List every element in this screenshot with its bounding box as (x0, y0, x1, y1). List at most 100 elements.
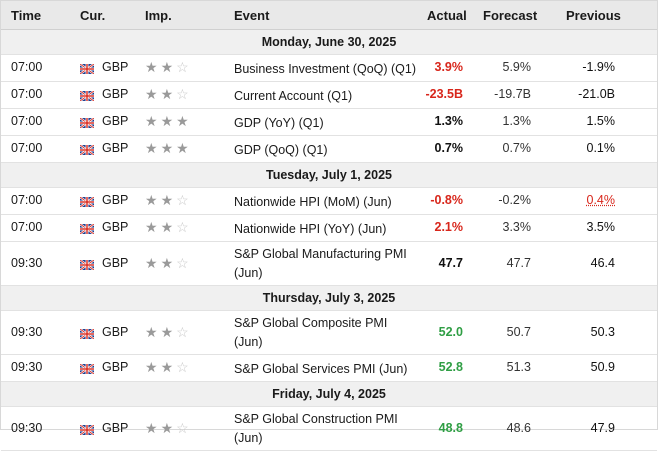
table-row[interactable]: 09:30 GBP ★★☆ S&P Global Services PMI (Jun)… (1, 355, 657, 382)
actual-value: 0.7% (434, 141, 464, 155)
importance-stars: ★★☆ (145, 324, 192, 341)
actual-value: -0.8% (430, 193, 463, 207)
previous-value: 47.9 (590, 420, 615, 435)
currency-code: GBP (102, 255, 129, 270)
event-name[interactable]: Business Investment (QoQ) (Q1) (234, 62, 417, 76)
star-icon: ☆ (176, 86, 192, 102)
table-row[interactable]: 07:00 GBP ★★☆ Current Account (Q1) -23.5B -19… (1, 82, 657, 109)
table-row[interactable]: 09:30 GBP ★★☆ S&P Global Composite PMI (Jun… (1, 311, 657, 355)
previous-value: 3.5% (586, 220, 616, 234)
table-row[interactable]: 07:00 GBP ★★☆ Business Investment (QoQ) (Q1… (1, 55, 657, 82)
currency-code: GBP (102, 360, 129, 374)
forecast-value: 0.7% (502, 141, 532, 155)
event-name[interactable]: GDP (QoQ) (Q1) (234, 143, 328, 157)
star-icon: ★ (160, 359, 177, 375)
star-icon: ☆ (176, 192, 192, 208)
event-time: 09:30 (11, 255, 43, 270)
uk-flag-icon (79, 223, 95, 235)
forecast-value: -0.2% (498, 193, 531, 207)
header-previous[interactable]: Previous (566, 8, 621, 23)
forecast-value: 1.3% (502, 114, 532, 128)
uk-flag-icon (79, 363, 95, 375)
currency-code: GBP (102, 87, 129, 101)
actual-value: 48.8 (438, 420, 463, 435)
table-row[interactable]: 07:00 GBP ★★☆ Nationwide HPI (MoM) (Jun) -0.… (1, 188, 657, 215)
currency-code: GBP (102, 220, 129, 234)
header-forecast[interactable]: Forecast (483, 8, 538, 23)
previous-value: 46.4 (590, 255, 615, 270)
event-time: 07:00 (11, 114, 43, 128)
star-icon: ★ (145, 59, 161, 75)
star-icon: ☆ (176, 323, 192, 340)
star-icon: ★ (176, 113, 192, 129)
importance-stars: ★★☆ (145, 359, 192, 376)
header-event[interactable]: Event (234, 8, 270, 23)
previous-value[interactable]: 0.4% (586, 193, 616, 207)
table-row[interactable]: 07:00 GBP ★★★ GDP (YoY) (Q1) 1.3% 1.3% 1.5% (1, 109, 657, 136)
uk-flag-icon (79, 423, 95, 436)
importance-stars: ★★★ (145, 140, 192, 157)
star-icon: ★ (160, 59, 177, 75)
event-time: 07:00 (11, 87, 43, 101)
header-currency[interactable]: Cur. (80, 8, 106, 23)
event-name[interactable]: S&P Global Manufacturing PMI (Jun) (234, 247, 407, 280)
previous-value: -1.9% (582, 60, 615, 74)
table-row[interactable]: 09:30 GBP ★★☆ S&P Global Manufacturing PMI … (1, 242, 657, 286)
actual-value: 1.3% (434, 114, 464, 128)
star-icon: ★ (145, 140, 161, 156)
star-icon: ★ (145, 192, 161, 208)
importance-stars: ★★☆ (145, 59, 192, 76)
uk-flag-icon (79, 327, 95, 340)
previous-value: 1.5% (586, 114, 616, 128)
event-name[interactable]: S&P Global Construction PMI (Jun) (234, 412, 398, 445)
star-icon: ★ (145, 359, 161, 375)
header-importance[interactable]: Imp. (145, 8, 172, 23)
star-icon: ★ (160, 86, 177, 102)
previous-value: -21.0B (578, 87, 615, 101)
event-name[interactable]: Nationwide HPI (YoY) (Jun) (234, 222, 387, 236)
star-icon: ☆ (176, 419, 192, 436)
table-row[interactable]: 09:30 GBP ★★☆ S&P Global Construction PMI (… (1, 407, 657, 451)
event-name[interactable]: S&P Global Services PMI (Jun) (234, 362, 408, 376)
uk-flag-icon (79, 196, 95, 208)
uk-flag-icon (79, 144, 95, 156)
actual-value: -23.5B (425, 87, 463, 101)
currency-code: GBP (102, 324, 129, 339)
event-time: 09:30 (11, 420, 43, 435)
forecast-value: 47.7 (506, 255, 531, 270)
table-row[interactable]: 07:00 GBP ★★☆ Nationwide HPI (YoY) (Jun) 2.1… (1, 215, 657, 242)
actual-value: 52.8 (438, 360, 463, 374)
star-icon: ★ (145, 86, 161, 102)
importance-stars: ★★☆ (145, 420, 192, 437)
star-icon: ☆ (176, 219, 192, 235)
header-actual[interactable]: Actual (427, 8, 467, 23)
actual-value: 2.1% (434, 220, 464, 234)
header-time[interactable]: Time (11, 8, 42, 23)
event-time: 09:30 (11, 360, 43, 374)
uk-flag-icon (79, 90, 95, 102)
event-name[interactable]: Current Account (Q1) (234, 89, 353, 103)
star-icon: ★ (160, 113, 177, 129)
importance-stars: ★★☆ (145, 255, 192, 272)
event-name[interactable]: Nationwide HPI (MoM) (Jun) (234, 195, 392, 209)
event-name[interactable]: GDP (YoY) (Q1) (234, 116, 324, 130)
currency-code: GBP (102, 141, 129, 155)
forecast-value: 3.3% (502, 220, 532, 234)
actual-value: 52.0 (438, 324, 463, 339)
star-icon: ★ (176, 140, 192, 156)
importance-stars: ★★☆ (145, 192, 192, 209)
star-icon: ★ (145, 219, 161, 235)
importance-stars: ★★☆ (145, 86, 192, 103)
uk-flag-icon (79, 63, 95, 75)
actual-value: 3.9% (434, 60, 464, 74)
star-icon: ★ (160, 192, 177, 208)
forecast-value: -19.7B (494, 87, 531, 101)
table-row[interactable]: 07:00 GBP ★★★ GDP (QoQ) (Q1) 0.7% 0.7% 0.1% (1, 136, 657, 163)
forecast-value: 51.3 (506, 360, 531, 374)
star-icon: ★ (160, 419, 177, 436)
previous-value: 50.9 (590, 360, 615, 374)
previous-value: 0.1% (586, 141, 616, 155)
event-name[interactable]: S&P Global Composite PMI (Jun) (234, 316, 388, 349)
importance-stars: ★★★ (145, 113, 192, 130)
